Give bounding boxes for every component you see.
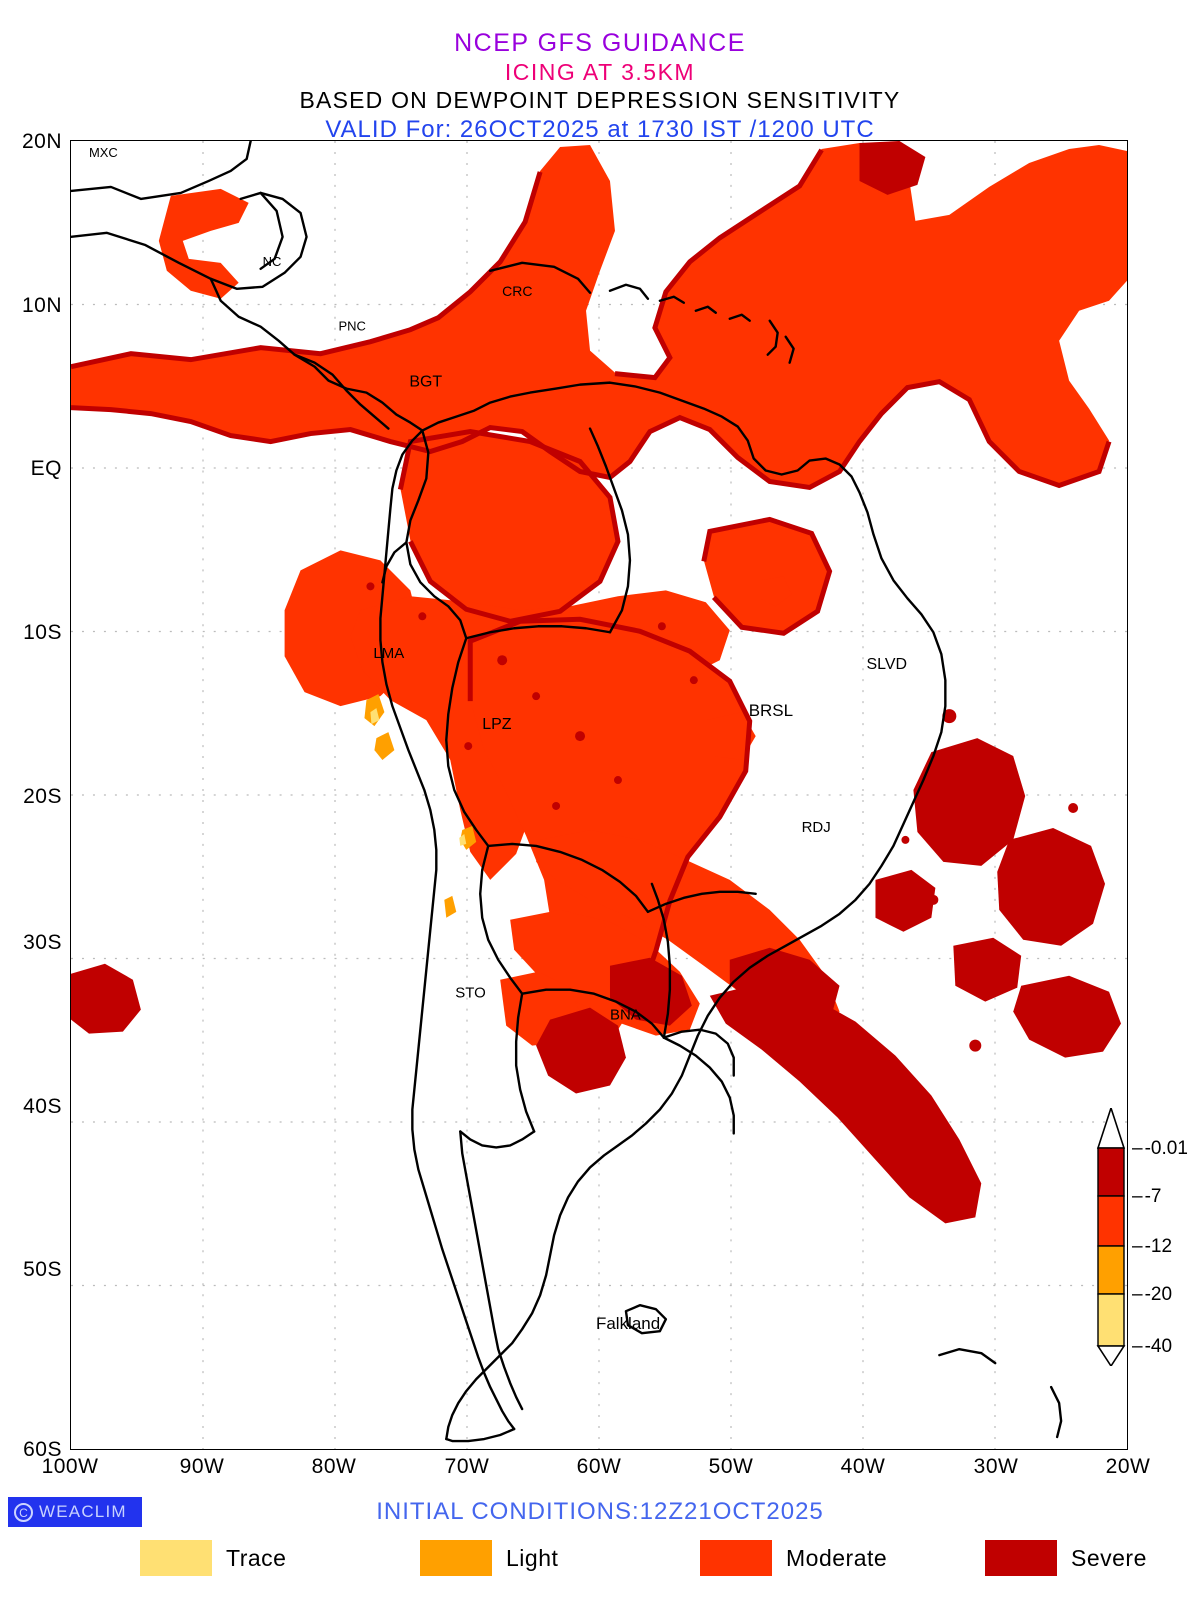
colorbar-label-3: -20 [1132, 1284, 1172, 1306]
icing-region-severe [71, 141, 1122, 1224]
map-coastlines [71, 141, 1063, 1443]
map-city-labels: MXC NC PNC BGT CRC LMA LPZ BRSL SLVD RDJ… [89, 145, 907, 1333]
legend-swatch-moderate [700, 1540, 772, 1576]
y-tick-50s: 50S [23, 1258, 62, 1281]
legend-label-moderate: Moderate [786, 1544, 888, 1571]
city-label-brsl: BRSL [749, 701, 793, 720]
x-tick-100w: 100W [41, 1455, 99, 1478]
y-tick-10n: 10N [21, 294, 62, 317]
map-plot-area[interactable]: MXC NC PNC BGT CRC LMA LPZ BRSL SLVD RDJ… [70, 140, 1128, 1450]
legend-swatch-severe [985, 1540, 1057, 1576]
valid-time-text: VALID For: 26OCT2025 at 1730 IST /1200 U… [325, 116, 875, 143]
legend-item-moderate[interactable]: Moderate [700, 1540, 887, 1576]
legend-label-trace: Trace [226, 1544, 287, 1571]
colorbar[interactable] [1094, 1108, 1128, 1366]
legend-item-light[interactable]: Light [420, 1540, 558, 1576]
city-label-rdj: RDJ [802, 819, 831, 836]
legend-label-severe: Severe [1071, 1544, 1147, 1571]
x-tick-70w: 70W [444, 1455, 490, 1478]
city-label-slvd: SLVD [866, 656, 907, 673]
city-label-bna: BNA [610, 1007, 641, 1024]
city-label-lma: LMA [373, 645, 404, 662]
colorbar-label-1: -7 [1132, 1186, 1162, 1208]
x-tick-20w: 20W [1105, 1455, 1151, 1478]
colorbar-label-2: -12 [1132, 1236, 1172, 1258]
legend-swatch-light [420, 1540, 492, 1576]
city-label-crc: CRC [502, 283, 532, 299]
icing-region-trace [370, 708, 467, 846]
city-label-lpz: LPZ [482, 716, 512, 733]
x-tick-90w: 90W [179, 1455, 225, 1478]
y-tick-20s: 20S [23, 785, 62, 808]
x-tick-40w: 40W [840, 1455, 886, 1478]
x-tick-60w: 60W [576, 1455, 622, 1478]
title-block: NCEP GFS GUIDANCE ICING AT 3.5KM BASED O… [0, 0, 1200, 145]
y-tick-40s: 40S [23, 1095, 62, 1118]
y-tick-30s: 30S [23, 931, 62, 954]
y-tick-eq: EQ [30, 457, 62, 480]
city-label-falkland: Falkland [596, 1314, 660, 1333]
page-basis-text: BASED ON DEWPOINT DEPRESSION SENSITIVITY [299, 87, 901, 113]
icing-region-moderate [71, 142, 1127, 1046]
city-label-mxc: MXC [89, 145, 118, 160]
x-tick-80w: 80W [311, 1455, 357, 1478]
x-tick-50w: 50W [708, 1455, 754, 1478]
legend-item-severe[interactable]: Severe [985, 1540, 1147, 1576]
x-tick-30w: 30W [973, 1455, 1019, 1478]
weaclim-label: WEACLIM [39, 1502, 127, 1521]
legend-label-light: Light [506, 1544, 559, 1571]
y-tick-10s: 10S [23, 621, 62, 644]
city-label-bgt: BGT [409, 374, 442, 391]
y-tick-20n: 20N [21, 130, 62, 153]
colorbar-label-0: -0.01 [1132, 1138, 1188, 1160]
city-label-pnc: PNC [338, 319, 365, 334]
page-title: NCEP GFS GUIDANCE [454, 29, 746, 57]
y-tick-60s: 60S [23, 1438, 62, 1461]
colorbar-label-4: -40 [1132, 1336, 1172, 1358]
page-subtitle: ICING AT 3.5KM [504, 59, 696, 85]
initial-conditions-text: INITIAL CONDITIONS:12Z21OCT2025 [376, 1498, 824, 1525]
severity-legend: Trace Light Moderate Severe [0, 1540, 1200, 1586]
legend-item-trace[interactable]: Trace [140, 1540, 286, 1576]
city-label-nc: NC [263, 254, 282, 269]
copyright-icon: C [14, 1502, 33, 1522]
city-label-sto: STO [455, 985, 486, 1002]
map-canvas: MXC NC PNC BGT CRC LMA LPZ BRSL SLVD RDJ… [71, 141, 1127, 1449]
legend-swatch-trace [140, 1540, 212, 1576]
weaclim-logo-badge[interactable]: C WEACLIM [8, 1497, 142, 1527]
